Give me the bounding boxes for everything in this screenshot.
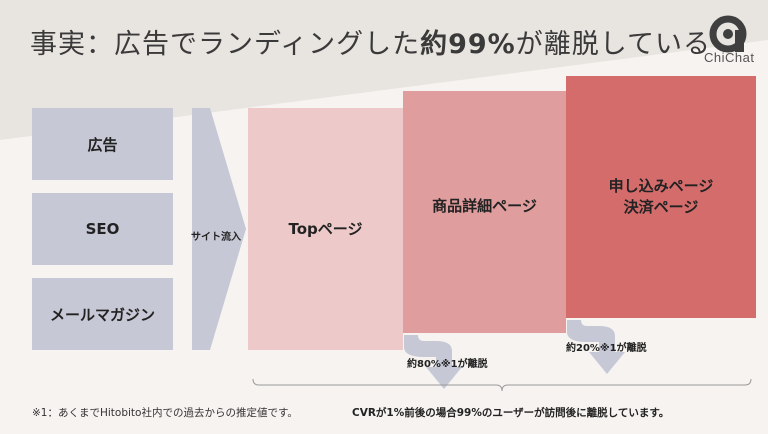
funnel-checkout-page: 申し込みページ 決済ページ: [566, 76, 756, 318]
funnel-product-page: 商品詳細ページ: [403, 91, 566, 333]
flow-label: サイト流入: [191, 232, 241, 243]
funnel-checkout-page-label: 申し込みページ 決済ページ: [608, 177, 714, 216]
footnote: ※1：あくまでHitobito社内での過去からの推定値です。: [32, 407, 298, 419]
summary-brace: [252, 378, 752, 392]
flow-chevron-icon: [192, 108, 246, 350]
dropoff-label-1: 約80%※1が離脱: [407, 359, 488, 370]
page-title: 事実：広告でランディングした約99%が離脱している: [30, 29, 711, 60]
funnel-top-page-label: Topページ: [288, 219, 363, 238]
source-ads: 広告: [32, 108, 173, 180]
funnel-top-page: Topページ: [248, 108, 403, 350]
dropoff-label-2: 約20%※1が離脱: [566, 343, 647, 354]
chichat-logo-icon: [709, 15, 747, 53]
source-seo: SEO: [32, 193, 173, 265]
dropoff-arrow-icon: [567, 320, 625, 374]
dropoff-arrow-icon: [404, 335, 462, 389]
logo-text: ChiChat: [704, 50, 755, 65]
summary-text: CVRが1%前後の場合99%のユーザーが訪問後に離脱しています。: [352, 407, 670, 419]
funnel-product-page-label: 商品詳細ページ: [432, 196, 537, 215]
title-highlight: 約99%: [420, 29, 516, 60]
source-newsletter: メールマガジン: [32, 278, 173, 350]
